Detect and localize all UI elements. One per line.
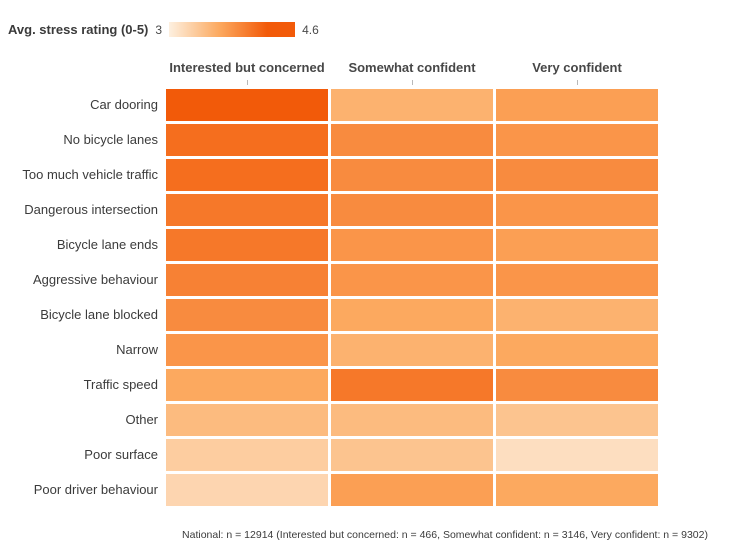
heatmap-row: Poor surface xyxy=(8,439,661,471)
column-header-somewhat-confident: Somewhat confident xyxy=(331,60,493,85)
column-header-very-confident: Very confident xyxy=(496,60,658,85)
heatmap-cell-11-0 xyxy=(166,474,328,506)
heatmap-row: Bicycle lane ends xyxy=(8,229,661,261)
heatmap-cell-1-2 xyxy=(496,124,658,156)
legend-max-label: 4.6 xyxy=(302,22,319,37)
heatmap-cell-10-1 xyxy=(331,439,493,471)
row-label: Narrow xyxy=(116,342,158,357)
legend: Avg. stress rating (0-5) 3 4.6 xyxy=(8,22,319,37)
row-label: Poor surface xyxy=(84,447,158,462)
heatmap-row: Traffic speed xyxy=(8,369,661,401)
heatmap-cell-4-0 xyxy=(166,229,328,261)
heatmap-row: Car dooring xyxy=(8,89,661,121)
heatmap-row: Bicycle lane blocked xyxy=(8,299,661,331)
heatmap-cell-7-0 xyxy=(166,334,328,366)
row-label: Traffic speed xyxy=(83,377,158,392)
heatmap-cell-7-2 xyxy=(496,334,658,366)
heatmap-row: Aggressive behaviour xyxy=(8,264,661,296)
heatmap-cell-0-0 xyxy=(166,89,328,121)
heatmap-cell-9-2 xyxy=(496,404,658,436)
heatmap-cell-6-0 xyxy=(166,299,328,331)
heatmap-cell-9-0 xyxy=(166,404,328,436)
heatmap-cell-2-1 xyxy=(331,159,493,191)
row-label: Bicycle lane ends xyxy=(56,237,158,252)
heatmap-row: Poor driver behaviour xyxy=(8,474,661,506)
heatmap-cell-0-1 xyxy=(331,89,493,121)
heatmap-row: Other xyxy=(8,404,661,436)
heatmap-cell-4-2 xyxy=(496,229,658,261)
column-header-interested-but-concerned: Interested but concerned xyxy=(166,60,328,85)
heatmap-chart: Interested but concerned Somewhat confid… xyxy=(8,60,661,509)
heatmap-row: No bicycle lanes xyxy=(8,124,661,156)
heatmap-cell-2-0 xyxy=(166,159,328,191)
row-label: Aggressive behaviour xyxy=(32,272,158,287)
heatmap-cell-3-0 xyxy=(166,194,328,226)
heatmap-cell-5-2 xyxy=(496,264,658,296)
heatmap-cell-8-0 xyxy=(166,369,328,401)
heatmap-cell-5-1 xyxy=(331,264,493,296)
heatmap-cell-0-2 xyxy=(496,89,658,121)
heatmap-cell-4-1 xyxy=(331,229,493,261)
heatmap-cell-2-2 xyxy=(496,159,658,191)
row-label: Poor driver behaviour xyxy=(33,482,158,497)
row-label: Dangerous intersection xyxy=(24,202,158,217)
heatmap-cell-10-2 xyxy=(496,439,658,471)
heatmap-row: Too much vehicle traffic xyxy=(8,159,661,191)
legend-min-label: 3 xyxy=(155,22,163,37)
heatmap-cell-9-1 xyxy=(331,404,493,436)
heatmap-cell-6-1 xyxy=(331,299,493,331)
header-spacer xyxy=(8,60,166,85)
heatmap-cell-3-1 xyxy=(331,194,493,226)
heatmap-cell-8-1 xyxy=(331,369,493,401)
heatmap-cell-10-0 xyxy=(166,439,328,471)
heatmap-cell-7-1 xyxy=(331,334,493,366)
heatmap-cell-5-0 xyxy=(166,264,328,296)
row-label: Bicycle lane blocked xyxy=(40,307,158,322)
heatmap-cell-3-2 xyxy=(496,194,658,226)
heatmap-row: Dangerous intersection xyxy=(8,194,661,226)
heatmap-cell-1-0 xyxy=(166,124,328,156)
heatmap-body: Car dooring No bicycle lanes Too much vehi… xyxy=(8,89,661,506)
heatmap-cell-6-2 xyxy=(496,299,658,331)
heatmap-cell-8-2 xyxy=(496,369,658,401)
legend-title: Avg. stress rating (0-5) xyxy=(8,22,149,37)
legend-gradient xyxy=(169,22,296,37)
heatmap-cell-1-1 xyxy=(331,124,493,156)
heatmap-cell-11-1 xyxy=(331,474,493,506)
row-label: No bicycle lanes xyxy=(63,132,158,147)
column-headers: Interested but concerned Somewhat confid… xyxy=(8,60,661,85)
row-label: Too much vehicle traffic xyxy=(22,167,158,182)
heatmap-cell-11-2 xyxy=(496,474,658,506)
row-label: Car dooring xyxy=(90,97,158,112)
footer-caption: National: n = 12914 (Interested but conc… xyxy=(182,529,708,541)
heatmap-row: Narrow xyxy=(8,334,661,366)
row-label: Other xyxy=(125,412,158,427)
